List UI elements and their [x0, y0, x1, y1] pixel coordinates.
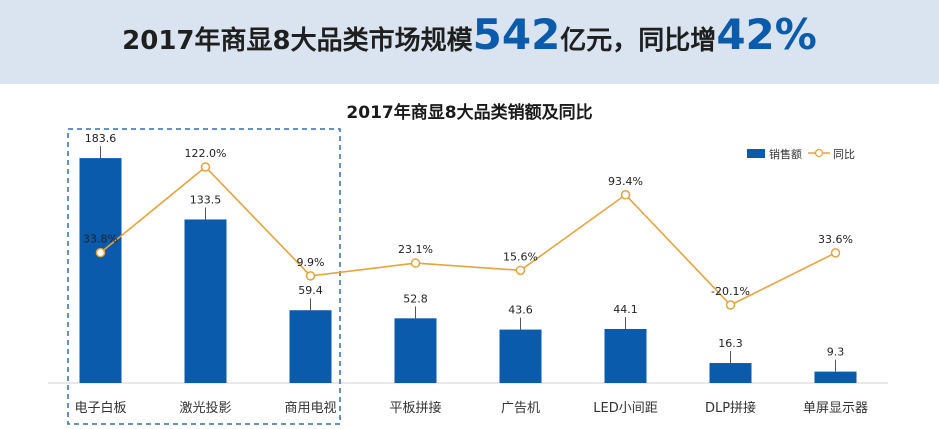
yoy-point-6 — [725, 300, 736, 310]
category-label-2: 商用电视 — [284, 401, 336, 416]
yoy-value-label-7: 33.6% — [818, 233, 853, 246]
category-label-4: 广告机 — [501, 401, 540, 416]
yoy-value-label-6: -20.1% — [711, 285, 750, 298]
bar-value-label-7: 9.3 — [827, 346, 845, 359]
bar-7 — [814, 371, 857, 383]
yoy-point-2 — [305, 271, 316, 281]
bar-value-label-0: 183.6 — [85, 132, 117, 145]
bar-value-label-6: 16.3 — [718, 337, 743, 350]
yoy-point-3 — [410, 258, 421, 268]
headline-growth: 42% — [716, 10, 817, 59]
bar-1 — [184, 219, 227, 383]
bar-5 — [604, 328, 647, 383]
bar-value-label-3: 52.8 — [403, 292, 428, 305]
category-label-7: 单屏显示器 — [803, 401, 868, 416]
yoy-point-7 — [830, 248, 841, 258]
yoy-value-label-4: 15.6% — [503, 250, 538, 263]
bar-6 — [709, 363, 752, 383]
headline-prefix: 2017年商显8大品类市场规模 — [122, 26, 473, 56]
headline-unit: 亿元，同比增 — [560, 26, 717, 56]
bar-0 — [79, 158, 122, 383]
category-label-1: 激光投影 — [179, 400, 231, 416]
yoy-value-label-2: 9.9% — [297, 256, 325, 269]
bar-value-label-1: 133.5 — [190, 193, 222, 206]
category-label-0: 电子白板 — [74, 400, 126, 416]
legend-line-label: 同比 — [833, 148, 855, 161]
chart-title: 2017年商显8大品类销额及同比 — [346, 103, 593, 123]
bar-value-label-5: 44.1 — [613, 303, 638, 316]
headline: 2017年商显8大品类市场规模 542 亿元，同比增 42% — [0, 0, 939, 84]
bar-4 — [499, 329, 542, 383]
bar-value-label-2: 59.4 — [298, 284, 323, 297]
yoy-value-label-5: 93.4% — [608, 175, 643, 188]
category-label-5: LED小间距 — [593, 401, 657, 416]
headline-banner — [0, 0, 939, 84]
yoy-value-label-0: 33.8% — [83, 233, 118, 246]
yoy-value-label-1: 122.0% — [185, 147, 227, 160]
yoy-line — [99, 165, 836, 306]
yoy-point-1 — [200, 162, 211, 172]
legend-line-marker — [814, 148, 824, 158]
bar-3 — [394, 318, 437, 383]
yoy-point-0 — [95, 247, 106, 258]
bar-2 — [289, 310, 332, 383]
yoy-value-label-3: 23.1% — [398, 243, 433, 256]
category-label-6: DLP拼接 — [705, 400, 756, 416]
legend-bar-label: 销售额 — [769, 147, 802, 161]
yoy-point-4 — [515, 265, 526, 276]
highlight-box — [67, 128, 341, 425]
category-label-3: 平板拼接 — [389, 400, 441, 416]
yoy-point-5 — [620, 190, 631, 200]
bar-value-label-4: 43.6 — [508, 304, 533, 317]
legend-bar-swatch — [747, 149, 765, 158]
headline-market-size: 542 — [472, 10, 561, 59]
